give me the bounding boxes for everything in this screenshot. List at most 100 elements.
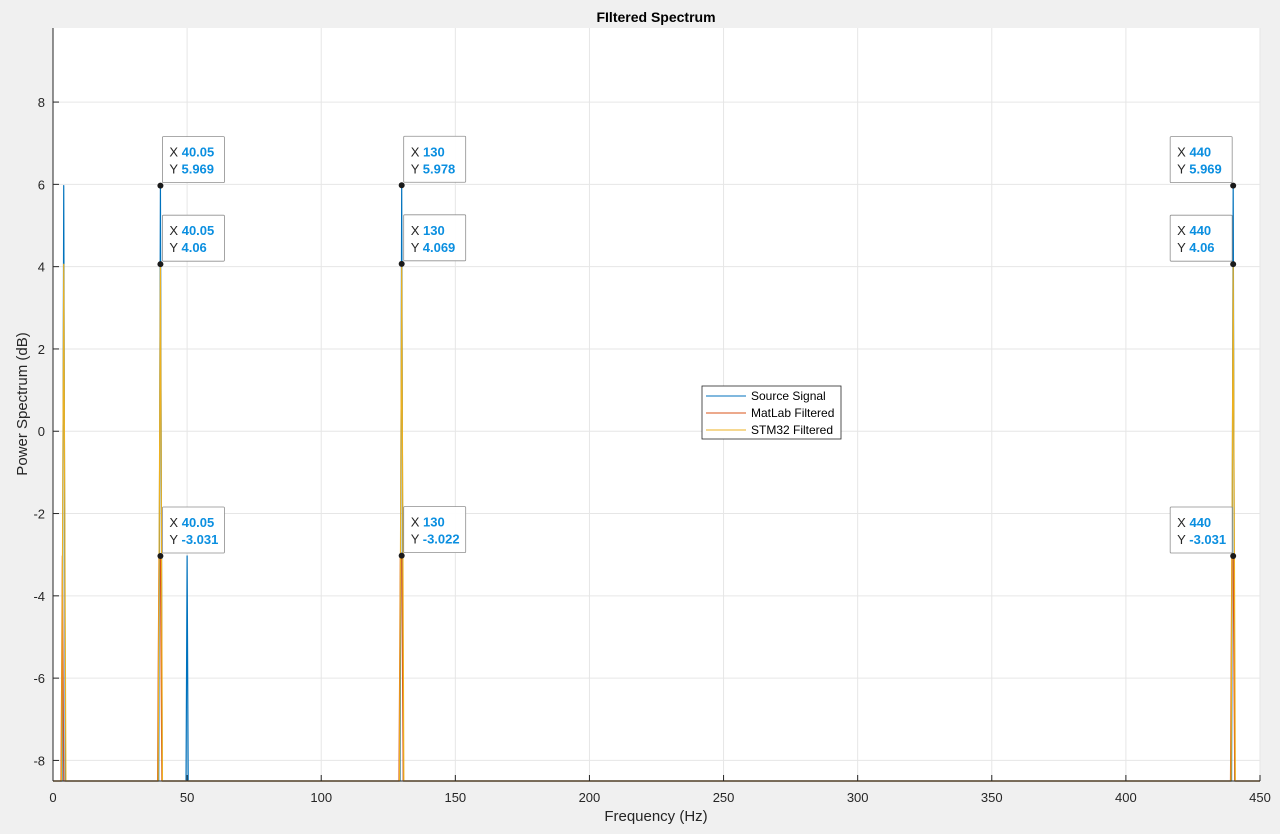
datatip-marker [1230,261,1237,268]
datatip-y-text: Y 5.969 [169,162,214,177]
datatip-x-text: X 40.05 [169,145,214,160]
datatip-y-prefix: Y [411,240,423,255]
datatip-box [1169,506,1233,554]
datatip-y-prefix: Y [411,532,423,547]
datatip[interactable]: X 40.05 Y 4.06 [157,214,225,268]
datatip-x-value: 40.05 [182,223,215,238]
chart-title: FIltered Spectrum [596,9,715,25]
datatip-y-text: Y 4.069 [411,240,456,255]
datatip-x-value: 40.05 [182,145,215,160]
datatip-y-prefix: Y [1177,240,1189,255]
x-tick-label: 450 [1249,790,1271,805]
datatip-y-value: 5.969 [1189,162,1222,177]
datatip-marker [398,182,405,189]
datatip-x-value: 40.05 [182,515,215,530]
datatip-y-text: Y 4.06 [1177,240,1214,255]
datatip-box [403,506,467,553]
datatip-y-value: 4.069 [423,240,456,255]
datatip-x-prefix: X [169,223,181,238]
datatip-x-value: 440 [1189,515,1211,530]
datatip-y-value: -3.022 [423,532,460,547]
datatip-y-text: Y 5.978 [411,161,456,176]
x-tick-label: 250 [713,790,735,805]
datatip-x-text: X 40.05 [169,515,214,530]
datatip-x-text: X 130 [411,515,445,530]
datatip-marker [1230,182,1237,189]
datatip-y-text: Y -3.031 [1177,532,1226,547]
legend-entry-source-signal[interactable]: Source Signal [751,389,826,403]
datatip-x-text: X 40.05 [169,223,214,238]
y-tick-label: 6 [38,177,45,192]
datatip-y-text: Y 5.969 [1177,162,1222,177]
datatip-x-text: X 130 [411,223,445,238]
y-tick-label: 4 [38,260,45,275]
y-axis-label: Power Spectrum (dB) [14,332,31,475]
legend-entry-matlab-filtered[interactable]: MatLab Filtered [751,406,834,420]
datatip-y-value: -3.031 [1189,532,1226,547]
y-tick-label: -6 [33,671,45,686]
x-tick-label: 50 [180,790,194,805]
datatip-x-prefix: X [169,145,181,160]
grid [52,28,1261,781]
datatip-x-value: 130 [423,515,445,530]
datatip-box [403,214,467,262]
datatip-x-text: X 130 [411,144,445,159]
datatip-x-value: 440 [1189,223,1211,238]
datatip-y-prefix: Y [1177,532,1189,547]
datatip-marker [398,552,405,559]
ticks: 0 50 100 150 200 250 300 350 400 450 -8 -6 -4 -2 0 2 4 6 8 [33,95,1270,805]
y-tick-label: 2 [38,342,45,357]
x-tick-label: 350 [981,790,1003,805]
datatip-x-text: X 440 [1177,145,1211,160]
axes [52,28,1260,782]
datatip[interactable]: X 440 Y 5.969 [1169,136,1237,189]
datatip-x-prefix: X [169,515,181,530]
datatip-x-prefix: X [411,144,423,159]
datatip-y-prefix: Y [169,162,181,177]
y-tick-label: -8 [33,753,45,768]
datatip-marker [157,182,164,189]
datatip-x-prefix: X [1177,515,1189,530]
x-tick-label: 300 [847,790,869,805]
datatip-x-prefix: X [1177,145,1189,160]
y-tick-label: -2 [33,507,45,522]
datatip-box [162,506,225,554]
datatip-x-value: 130 [423,223,445,238]
x-tick-label: 400 [1115,790,1137,805]
x-axis-label: Frequency (Hz) [604,808,707,825]
datatip-box [1169,136,1233,184]
datatip-box [162,214,225,262]
datatip-y-value: 4.06 [181,240,206,255]
datatip[interactable]: X 40.05Y 5.969 [157,136,225,189]
y-tick-label: 8 [38,95,45,110]
y-tick-label: 0 [38,424,45,439]
datatip-y-value: 5.978 [423,161,456,176]
datatip-y-text: Y -3.031 [169,532,218,547]
datatip-marker [398,260,405,267]
legend[interactable]: Source Signal MatLab Filtered STM32 Filt… [701,385,842,440]
datatip-box [1169,214,1233,262]
datatip-x-prefix: X [1177,223,1189,238]
datatip-x-prefix: X [411,515,423,530]
x-tick-label: 200 [579,790,601,805]
datatip-y-value: 5.969 [181,162,214,177]
datatip-y-prefix: Y [169,532,181,547]
datatip-marker [157,552,164,559]
datatip-box [162,136,225,184]
datatip-x-prefix: X [411,223,423,238]
legend-entry-stm32-filtered[interactable]: STM32 Filtered [751,423,833,437]
datatip-y-prefix: Y [411,161,423,176]
datatip-marker [157,261,164,268]
datatip[interactable]: X 40.05 Y -3.031 [157,506,225,559]
datatip-y-text: Y -3.022 [411,532,460,547]
datatip-y-prefix: Y [1177,162,1189,177]
datatip-y-value: 4.06 [1189,240,1214,255]
datatip-y-text: Y 4.06 [169,240,206,255]
datatip-x-value: 130 [423,144,445,159]
